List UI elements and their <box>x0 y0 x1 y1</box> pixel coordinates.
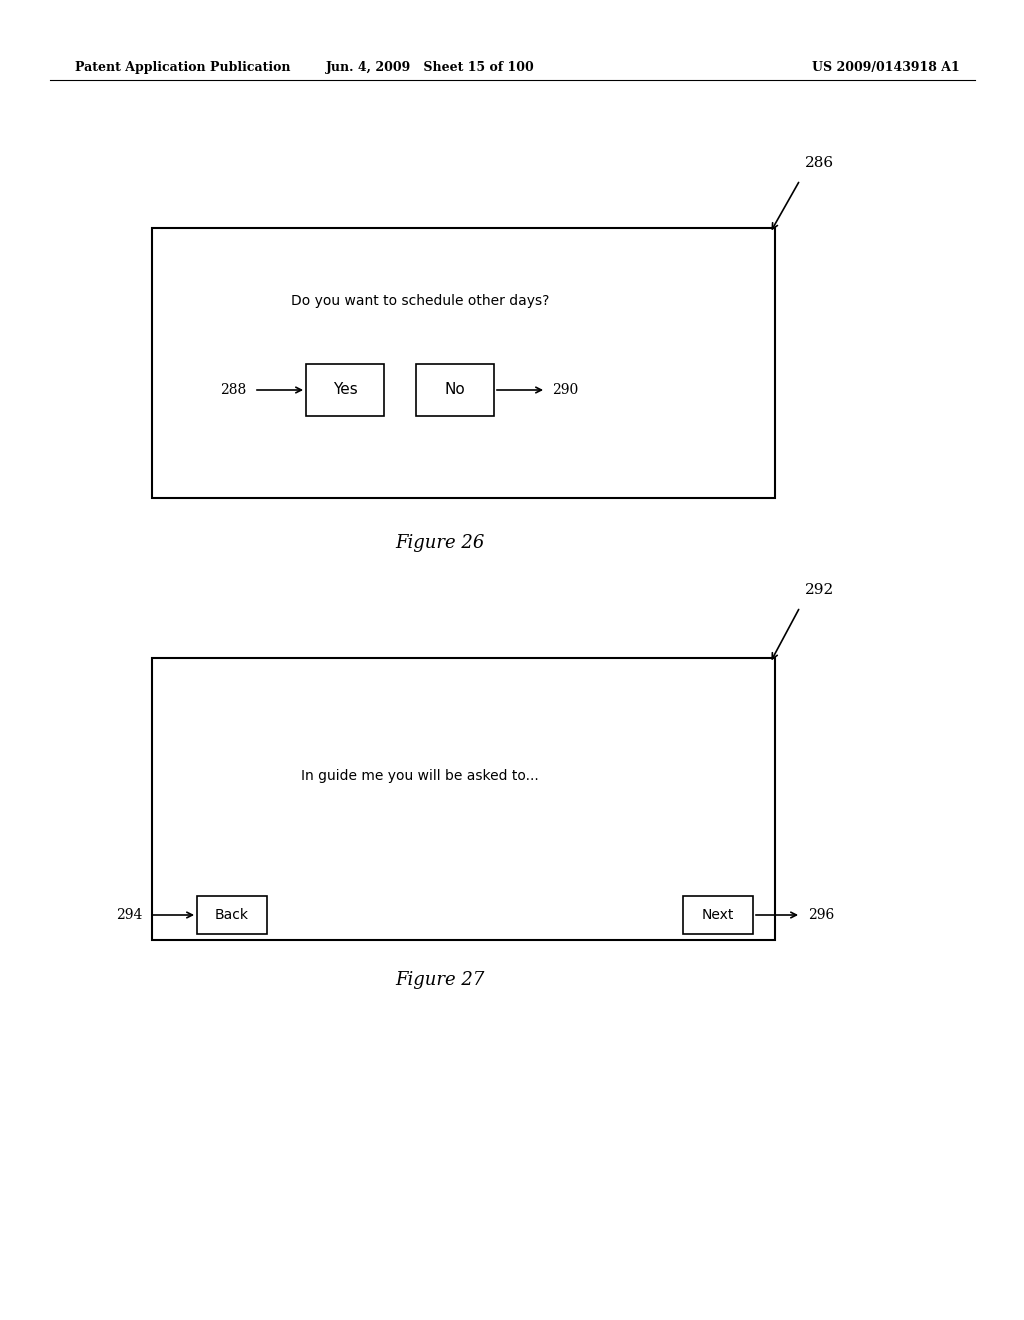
Text: 286: 286 <box>805 156 835 170</box>
Text: 290: 290 <box>552 383 579 397</box>
Text: Jun. 4, 2009   Sheet 15 of 100: Jun. 4, 2009 Sheet 15 of 100 <box>326 62 535 74</box>
Text: Do you want to schedule other days?: Do you want to schedule other days? <box>291 294 549 308</box>
Bar <box>152 228 775 498</box>
Bar <box>197 896 267 935</box>
Text: 292: 292 <box>805 583 835 597</box>
Bar <box>152 657 775 940</box>
Text: 288: 288 <box>220 383 246 397</box>
Text: Back: Back <box>215 908 249 921</box>
Text: US 2009/0143918 A1: US 2009/0143918 A1 <box>812 62 961 74</box>
Text: No: No <box>444 383 465 397</box>
Text: Yes: Yes <box>333 383 357 397</box>
Bar <box>683 896 753 935</box>
Text: Next: Next <box>701 908 734 921</box>
Text: 296: 296 <box>808 908 835 921</box>
Text: Figure 27: Figure 27 <box>395 972 485 989</box>
Text: In guide me you will be asked to...: In guide me you will be asked to... <box>301 770 539 784</box>
Bar <box>306 364 384 416</box>
Text: Patent Application Publication: Patent Application Publication <box>75 62 291 74</box>
Bar <box>416 364 494 416</box>
Text: 294: 294 <box>116 908 142 921</box>
Text: Figure 26: Figure 26 <box>395 535 485 552</box>
